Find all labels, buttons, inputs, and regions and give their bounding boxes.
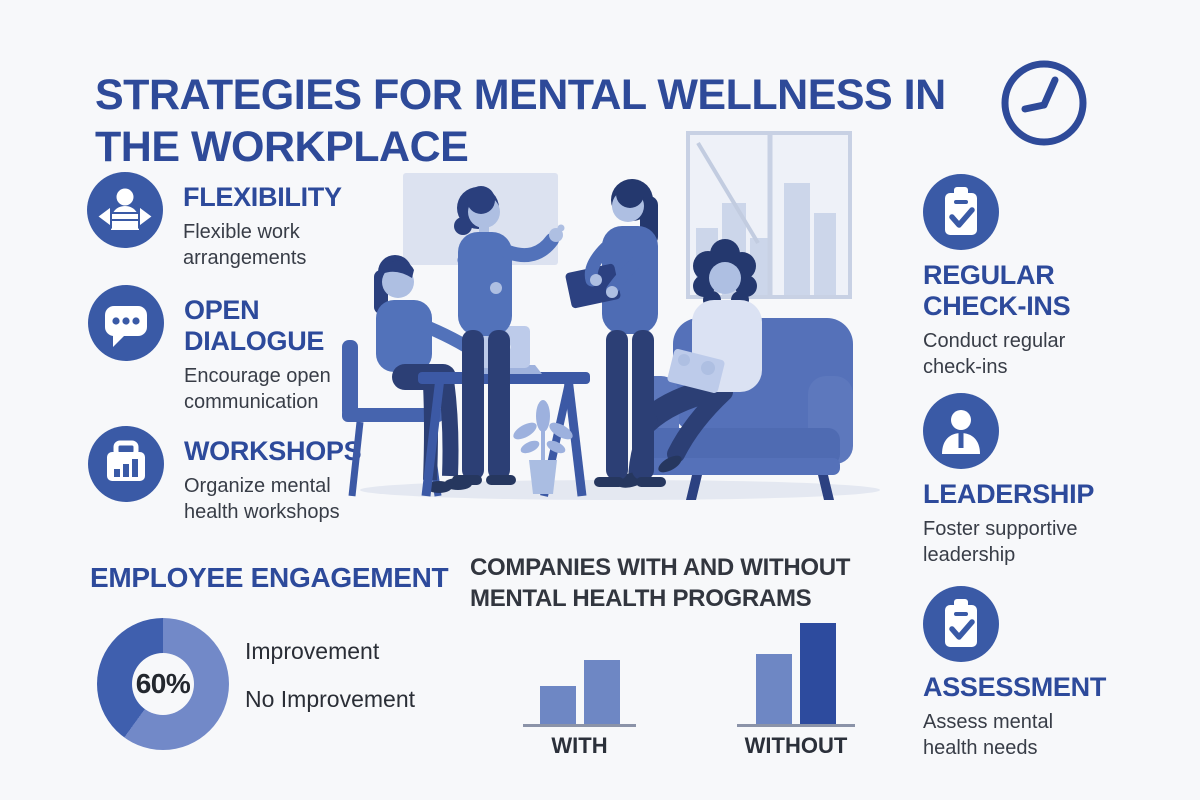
bar (800, 623, 836, 724)
bar-group-with (523, 614, 636, 727)
feature-title: LEADERSHIP (923, 479, 1095, 509)
feature-description: Encourage open communication (184, 365, 331, 414)
engagement-title: EMPLOYEE ENGAGEMENT (90, 562, 449, 593)
bar-label-without: WITHOUT (744, 733, 848, 758)
feature-leadership: LEADERSHIP Foster supportive leadership (923, 393, 1138, 568)
feature-description: Assess mental health needs (923, 711, 1054, 760)
feature-regular-check-ins: REGULAR CHECK-INS Conduct regular check-… (923, 174, 1138, 380)
page-title: STRATEGIES FOR MENTAL WELLNESS IN THE WO… (95, 70, 946, 172)
bar-group-without (737, 614, 855, 727)
donut-center-label: 60% (132, 653, 194, 715)
clipboard-check-icon (923, 174, 999, 250)
legend-improvement: Improvement (245, 638, 380, 664)
engagement-donut: 60% (97, 618, 229, 750)
feature-workshops: WORKSHOPS Organize mental health worksho… (88, 426, 388, 525)
bar (539, 686, 576, 724)
feature-open-dialogue: OPEN DIALOGUE Encourage open communicati… (88, 285, 388, 415)
office-meeting-illustration (342, 131, 880, 500)
clipboard-check-icon (923, 586, 999, 662)
feature-assessment: ASSESSMENT Assess mental health needs (923, 586, 1138, 761)
legend-no-improvement: No Improvement (245, 686, 416, 712)
bar-chart-title: COMPANIES WITH AND WITHOUT MENTAL HEALTH… (470, 554, 851, 613)
feature-title: REGULAR CHECK-INS (923, 260, 1071, 322)
bar (583, 660, 620, 724)
feature-title: OPEN DIALOGUE (184, 295, 325, 357)
feature-title: FLEXIBILITY (183, 182, 342, 212)
feature-description: Foster supportive leadership (923, 518, 1078, 567)
person-gesturing (452, 186, 565, 485)
feature-title: WORKSHOPS (184, 436, 362, 466)
floor-shadow (360, 480, 880, 500)
workshop-chart-board-icon (88, 426, 164, 502)
person-flex-arrows-icon (87, 172, 163, 248)
feature-description: Conduct regular check-ins (923, 330, 1066, 379)
potted-plant (513, 400, 573, 494)
person-with-tablet (565, 179, 666, 487)
feature-flexibility: FLEXIBILITY Flexible work arrangements (87, 172, 387, 271)
feature-title: ASSESSMENT (923, 672, 1107, 702)
feature-description: Organize mental health workshops (184, 475, 340, 524)
bar (756, 654, 792, 724)
clock-icon (1001, 60, 1087, 146)
person-bust-icon (923, 393, 999, 469)
bar-label-with: WITH (551, 733, 608, 758)
speech-bubble-icon (88, 285, 164, 361)
feature-description: Flexible work arrangements (183, 221, 307, 270)
